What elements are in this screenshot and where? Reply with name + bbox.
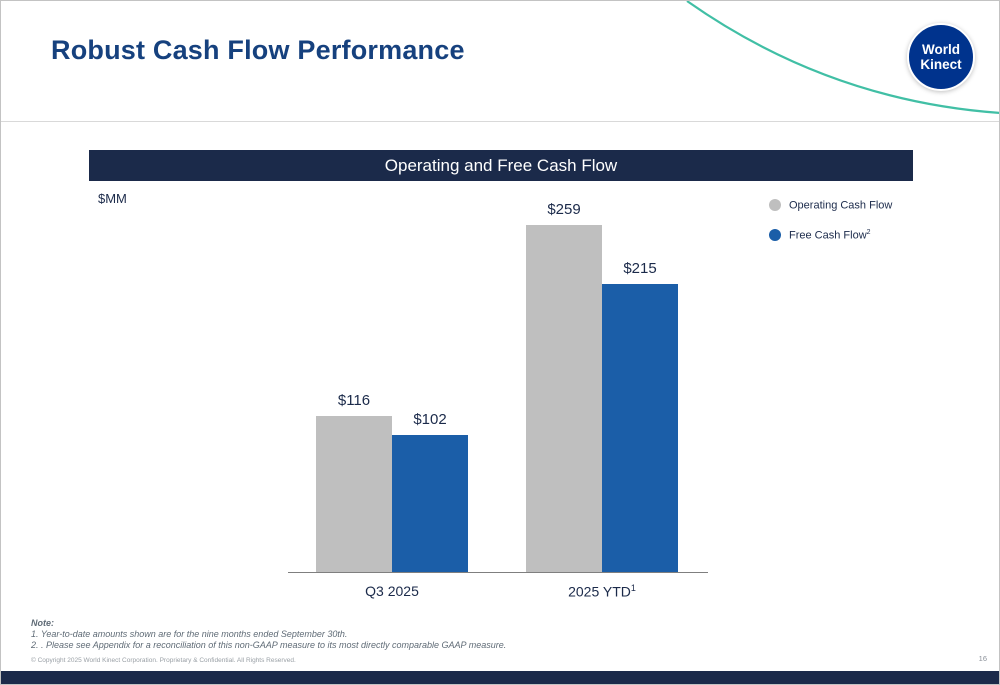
footer-bar [1,671,999,684]
y-axis-units-label: $MM [98,191,127,206]
logo-text-line1: World [922,42,960,57]
page-number: 16 [978,654,987,663]
bar-value-label: $102 [413,411,447,428]
world-kinect-logo: World Kinect [907,23,975,91]
bar-value-label: $215 [623,260,657,277]
x-axis-category-label: 2025 YTD1 [568,583,636,600]
bar-free-cash-flow-1 [602,284,678,572]
bar-value-label: $259 [547,201,581,218]
page-title: Robust Cash Flow Performance [51,35,465,65]
footnotes: Note: 1. Year-to-date amounts shown are … [31,618,506,651]
bar-operating-cash-flow-1 [526,225,602,572]
legend-label-operating: Operating Cash Flow [789,199,893,212]
bar-operating-cash-flow-0 [316,416,392,572]
copyright-text: © Copyright 2025 World Kinect Corporatio… [31,657,296,664]
legend-dot-operating [769,199,781,212]
footnote-heading: Note: [31,618,54,628]
footnote-1: 1. Year-to-date amounts shown are for th… [31,629,348,639]
legend-item-operating-cash-flow: Operating Cash Flow [769,199,892,212]
legend-dot-free [769,228,781,241]
chart-title: Operating and Free Cash Flow [384,155,618,175]
chart-title-banner: Operating and Free Cash Flow [89,150,913,181]
bar-chart-plot-area: $116 $102 Q3 2025 $259 $215 2025 YTD1 [288,201,708,600]
footnote-2: 2. . Please see Appendix for a reconcili… [31,640,507,650]
header-divider [1,121,999,122]
legend-label-free: Free Cash Flow2 [789,228,871,242]
bar-free-cash-flow-0 [392,435,468,572]
x-axis-category-label: Q3 2025 [365,583,419,599]
decorative-teal-curve [686,1,999,114]
chart-legend: Operating Cash Flow Free Cash Flow2 [769,199,892,258]
legend-item-free-cash-flow: Free Cash Flow2 [769,228,892,242]
logo-text-line2: Kinect [920,57,962,72]
bar-value-label: $116 [337,392,371,409]
